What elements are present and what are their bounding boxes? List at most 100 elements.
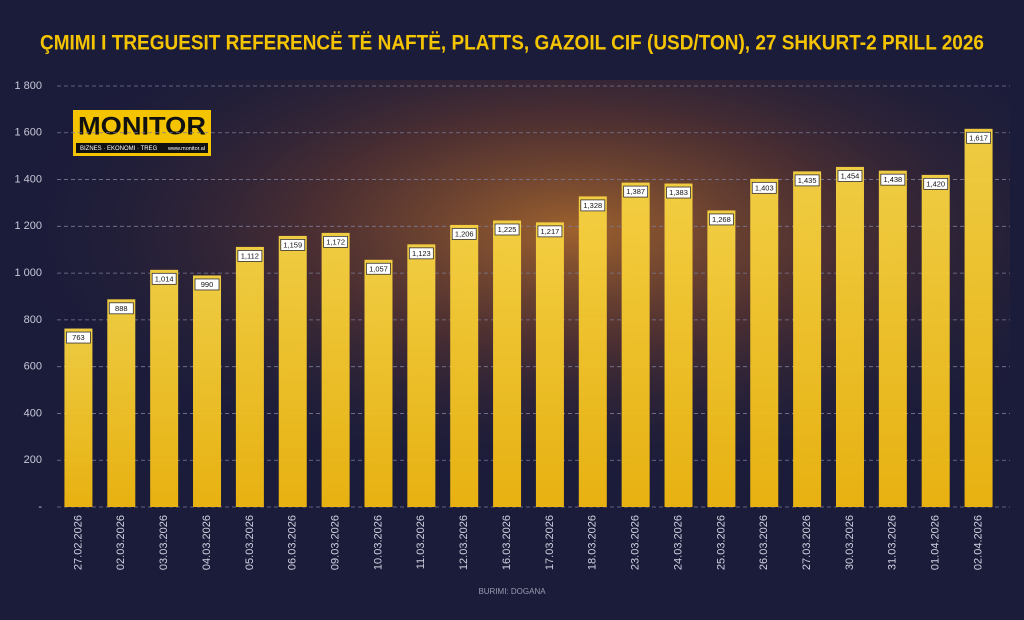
x-tick-label: 27.03.2026 (801, 515, 813, 570)
x-tick-label: 23.03.2026 (630, 515, 642, 570)
y-tick-label: 1 600 (14, 127, 42, 139)
bar (107, 299, 136, 507)
logo-inner (76, 113, 208, 141)
bar (535, 222, 564, 507)
y-tick-label: 1 800 (14, 80, 42, 92)
x-tick-label: 25.03.2026 (715, 515, 727, 570)
x-tick-label: 06.03.2026 (287, 515, 299, 570)
value-label-box (66, 331, 91, 344)
y-tick-label: 1 200 (14, 220, 42, 232)
x-tick-label: 10.03.2026 (372, 515, 384, 570)
y-tick-label: - (38, 501, 42, 513)
bar (193, 275, 222, 507)
x-tick-label: 11.03.2026 (415, 515, 427, 569)
bar (364, 259, 393, 507)
bar (921, 174, 950, 507)
x-tick-label: 02.03.2026 (115, 515, 127, 570)
value-label: 1,454 (841, 171, 860, 180)
bar (493, 220, 522, 507)
x-tick-label: 24.03.2026 (672, 515, 684, 570)
x-tick-label: 31.03.2026 (887, 515, 899, 570)
value-label: 1,112 (241, 251, 259, 260)
bar (235, 246, 264, 507)
value-label-box (494, 223, 520, 236)
value-label: 1,206 (455, 229, 474, 238)
x-tick-label: 05.03.2026 (244, 515, 256, 570)
value-label-box (408, 247, 434, 260)
value-label: 1,328 (583, 201, 602, 210)
value-label: 1,172 (326, 237, 345, 246)
bar (407, 244, 436, 507)
value-label: 1,435 (798, 176, 817, 185)
value-label-box (323, 235, 349, 248)
y-tick-label: 1 400 (14, 173, 42, 185)
value-label-box (366, 262, 391, 275)
y-tick-label: 800 (24, 314, 42, 326)
bar (621, 182, 650, 507)
bar (64, 328, 93, 507)
bar (664, 183, 693, 507)
y-tick-label: 400 (24, 407, 42, 419)
logo-name: MONITOR (78, 113, 206, 141)
bar (278, 235, 307, 507)
value-label: 1,159 (283, 240, 302, 249)
y-tick-label: 600 (24, 361, 42, 373)
bar (321, 232, 350, 508)
x-tick-label: 17.03.2026 (544, 515, 556, 570)
x-tick-label: 09.03.2026 (330, 515, 342, 570)
bar (878, 170, 907, 507)
x-tick-label: 04.03.2026 (201, 515, 213, 570)
value-label: 1,057 (369, 264, 388, 273)
value-label-box (751, 181, 777, 194)
x-tick-label: 16.03.2026 (501, 515, 513, 570)
chart-title: ÇMIMI I TREGUESIT REFERENCË TË NAFTË, PL… (40, 32, 984, 55)
value-label: 1,217 (541, 227, 560, 236)
bar (707, 210, 736, 507)
x-tick-label: 03.03.2026 (158, 515, 170, 570)
bar (750, 178, 779, 507)
x-tick-label: 02.04.2026 (972, 515, 984, 570)
value-label-box (151, 272, 177, 285)
value-label-box (794, 174, 820, 187)
x-tick-label: 30.03.2026 (844, 515, 856, 570)
value-label: 1,014 (155, 274, 174, 283)
bar (150, 269, 179, 507)
value-label-box (880, 173, 906, 186)
x-tick-label: 27.02.2026 (72, 515, 84, 570)
value-label: 1,123 (412, 249, 431, 258)
value-label-box (666, 186, 691, 199)
x-tick-label: 26.03.2026 (758, 515, 770, 570)
value-label: 1,438 (883, 175, 902, 184)
x-tick-label: 18.03.2026 (587, 515, 599, 570)
value-label-box (580, 199, 606, 212)
value-label: 1,225 (498, 225, 517, 234)
y-tick-label: 200 (24, 454, 42, 466)
logo: MONITOR BIZNES · EKONOMI · TREG www.moni… (73, 110, 211, 156)
value-label: 1,617 (969, 133, 988, 142)
x-tick-label: 01.04.2026 (930, 515, 942, 570)
bar (578, 196, 607, 507)
value-label: 1,403 (755, 183, 774, 192)
bar (964, 128, 993, 507)
value-label-box (280, 239, 306, 251)
logo-url: www.monitor.al (167, 146, 205, 152)
bar (835, 166, 864, 508)
source: BURIMI: DOGANA (478, 587, 546, 596)
value-label: 1,383 (669, 188, 688, 197)
logo-band (76, 143, 208, 153)
value-label: 1,268 (712, 215, 731, 224)
value-label-box (708, 213, 734, 226)
value-label: 990 (201, 280, 214, 289)
value-label: 1,387 (626, 187, 645, 196)
value-label-box (194, 278, 220, 291)
y-tick-label: 1 000 (14, 267, 42, 279)
x-tick-label: 12.03.2026 (458, 515, 470, 570)
value-label: 888 (115, 304, 128, 313)
value-label-box (623, 185, 649, 198)
value-label-box (537, 225, 563, 238)
bar (450, 224, 479, 507)
value-label: 1,420 (926, 179, 945, 188)
value-label-box (966, 131, 991, 144)
value-label-box (837, 170, 863, 182)
